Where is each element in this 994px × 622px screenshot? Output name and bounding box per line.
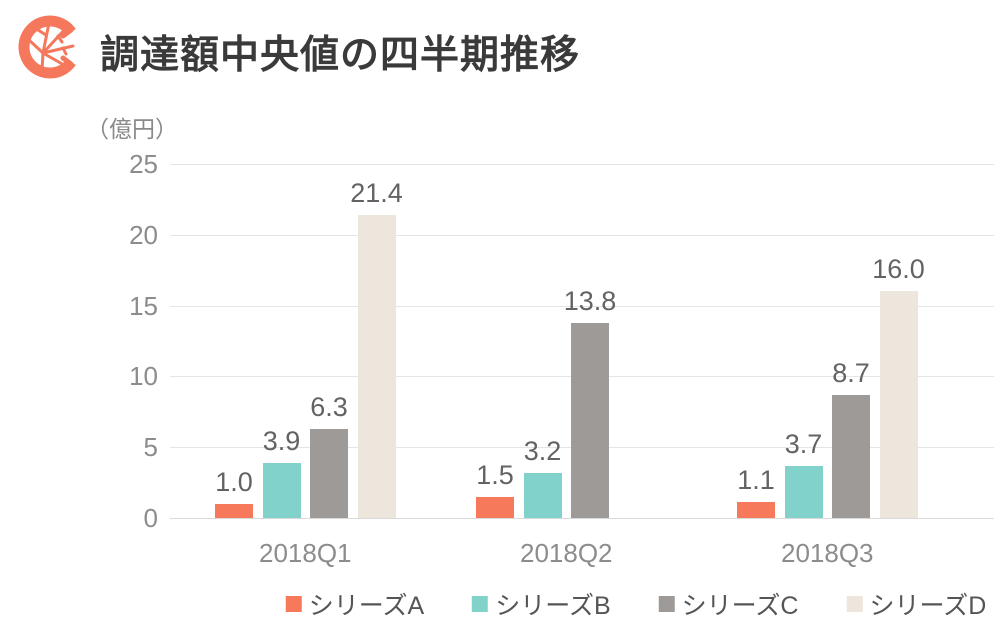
y-axis-tick-label: 15	[129, 290, 158, 321]
legend-swatch-icon	[285, 596, 302, 612]
x-axis-category-label: 2018Q2	[519, 538, 613, 568]
bar--d-2018q3	[879, 291, 918, 518]
y-axis-tick-label: 20	[129, 219, 158, 250]
y-axis-tick-label: 25	[129, 149, 158, 179]
legend-label: シリーズC	[681, 592, 799, 620]
bar-value-label: 1.5	[476, 459, 514, 490]
gridline	[170, 164, 994, 165]
gridline	[170, 234, 994, 236]
bar-value-label: 13.8	[563, 285, 617, 316]
chart-title: 調達額中央値の四半期推移	[100, 34, 581, 77]
legend-label: シリーズA	[308, 592, 425, 620]
bar--a-2018q2	[476, 496, 514, 518]
legend-item--d: シリーズD	[846, 586, 986, 622]
legend-item--a: シリーズA	[285, 586, 425, 622]
company-logo-icon	[18, 15, 76, 79]
bar-value-label: 6.3	[310, 391, 348, 422]
bar-value-label: 16.0	[872, 254, 925, 285]
bar-value-label: 3.7	[784, 428, 823, 459]
legend-label: シリーズD	[869, 592, 987, 620]
legend-item--b: シリーズB	[472, 586, 611, 622]
bar-value-label: 3.2	[523, 435, 562, 466]
bar--b-2018q2	[523, 472, 562, 518]
bar-value-label: 21.4	[350, 177, 403, 208]
legend-swatch-icon	[658, 596, 675, 612]
x-axis-category-label: 2018Q3	[780, 538, 874, 568]
bar--b-2018q1	[262, 462, 301, 518]
legend-label: シリーズB	[495, 592, 611, 620]
bar--b-2018q3	[784, 465, 823, 518]
bar-value-label: 8.7	[832, 357, 870, 388]
bar-value-label: 1.0	[215, 466, 253, 497]
bar--d-2018q1	[357, 214, 396, 518]
bar-value-label: 1.1	[737, 465, 775, 496]
legend-item--c: シリーズC	[658, 586, 799, 622]
legend-swatch-icon	[846, 596, 863, 612]
x-axis-category-label: 2018Q1	[258, 538, 352, 568]
legend-swatch-icon	[472, 596, 489, 612]
y-axis-tick-label: 10	[129, 361, 158, 392]
y-axis-tick-label: 0	[143, 503, 158, 533]
bar--c-2018q3	[832, 394, 870, 518]
chart-legend: シリーズA シリーズB シリーズC シリーズD	[285, 586, 986, 622]
y-axis-unit-label: （億円）	[86, 116, 178, 142]
gridline	[170, 518, 994, 519]
bar-value-label: 3.9	[262, 425, 301, 456]
gridline	[170, 305, 994, 307]
bar--a-2018q1	[215, 503, 253, 518]
bar--a-2018q3	[737, 502, 775, 518]
bar--c-2018q1	[310, 428, 348, 518]
y-axis-tick-label: 5	[143, 432, 158, 463]
bar--c-2018q2	[571, 322, 609, 518]
